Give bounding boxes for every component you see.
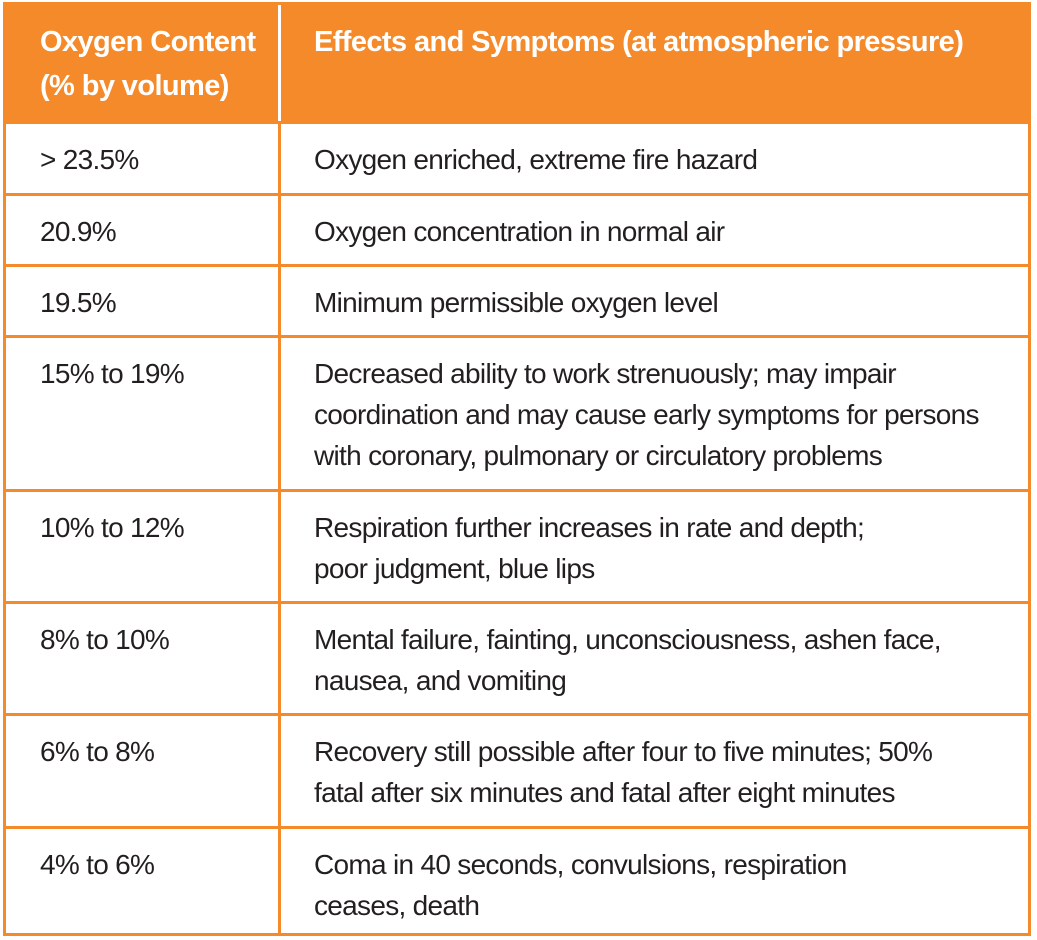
oxygen-content-value: 4% to 6% (40, 849, 155, 880)
effects-cell: Oxygen concentration in normal air (281, 196, 1028, 264)
table-header: Oxygen Content (% by volume) Effects and… (6, 5, 1028, 121)
effects-text: Mental failure, fainting, unconsciousnes… (314, 619, 942, 701)
header-effects: Effects and Symptoms (at atmospheric pre… (281, 5, 1028, 121)
table-row: 4% to 6% Coma in 40 seconds, convulsions… (6, 826, 1028, 933)
column-divider (278, 604, 281, 713)
oxygen-content-cell: 6% to 8% (6, 716, 278, 826)
effects-text: Minimum permissible oxygen level (314, 282, 719, 323)
table-row: 15% to 19% Decreased ability to work str… (6, 335, 1028, 489)
header-oxygen-content-line2: (% by volume) (40, 70, 229, 102)
effects-cell: Minimum permissible oxygen level (281, 267, 1028, 335)
effects-line: fatal after six minutes and fatal after … (314, 777, 895, 808)
column-divider (278, 338, 281, 489)
effects-line: Oxygen concentration in normal air (314, 216, 725, 247)
oxygen-content-cell: 10% to 12% (6, 492, 278, 601)
effects-line: Decreased ability to work strenuously; m… (314, 358, 897, 389)
effects-text: Oxygen enriched, extreme fire hazard (314, 139, 758, 180)
effects-text: Coma in 40 seconds, convulsions, respira… (314, 844, 847, 926)
effects-cell: Coma in 40 seconds, convulsions, respira… (281, 829, 1028, 933)
effects-cell: Oxygen enriched, extreme fire hazard (281, 124, 1028, 193)
effects-cell: Recovery still possible after four to fi… (281, 716, 1028, 826)
effects-line: ceases, death (314, 890, 480, 921)
column-divider (278, 267, 281, 335)
effects-line: nausea, and vomiting (314, 665, 567, 696)
oxygen-content-cell: 19.5% (6, 267, 278, 335)
header-oxygen-content-label: Oxygen Content (% by volume) (40, 20, 256, 108)
effects-line: Minimum permissible oxygen level (314, 287, 719, 318)
effects-line: with coronary, pulmonary or circulatory … (314, 440, 883, 471)
oxygen-content-cell: 15% to 19% (6, 338, 278, 489)
effects-text: Decreased ability to work strenuously; m… (314, 353, 979, 476)
table-row: 6% to 8% Recovery still possible after f… (6, 713, 1028, 826)
oxygen-content-value: > 23.5% (40, 144, 139, 175)
oxygen-content-value: 19.5% (40, 287, 117, 318)
oxygen-content-value: 20.9% (40, 216, 117, 247)
effects-line: Recovery still possible after four to fi… (314, 736, 933, 767)
effects-text: Oxygen concentration in normal air (314, 211, 725, 252)
effects-cell: Respiration further increases in rate an… (281, 492, 1028, 601)
header-divider (278, 5, 281, 121)
column-divider (278, 196, 281, 264)
oxygen-content-value: 10% to 12% (40, 512, 185, 543)
effects-text: Respiration further increases in rate an… (314, 507, 865, 589)
oxygen-content-cell: 4% to 6% (6, 829, 278, 933)
table-row: 8% to 10% Mental failure, fainting, unco… (6, 601, 1028, 713)
table-row: 20.9% Oxygen concentration in normal air (6, 193, 1028, 264)
column-divider (278, 829, 281, 933)
oxygen-content-cell: > 23.5% (6, 124, 278, 193)
oxygen-effects-table: Oxygen Content (% by volume) Effects and… (3, 2, 1031, 936)
oxygen-content-cell: 8% to 10% (6, 604, 278, 713)
header-oxygen-content: Oxygen Content (% by volume) (6, 5, 278, 121)
effects-cell: Decreased ability to work strenuously; m… (281, 338, 1028, 489)
effects-line: Mental failure, fainting, unconsciousnes… (314, 624, 942, 655)
effects-cell: Mental failure, fainting, unconsciousnes… (281, 604, 1028, 713)
oxygen-content-value: 15% to 19% (40, 358, 185, 389)
column-divider (278, 124, 281, 193)
effects-text: Recovery still possible after four to fi… (314, 731, 933, 813)
table-row: 19.5% Minimum permissible oxygen level (6, 264, 1028, 335)
header-effects-label: Effects and Symptoms (at atmospheric pre… (314, 26, 964, 58)
effects-line: coordination and may cause early symptom… (314, 399, 979, 430)
effects-line: Respiration further increases in rate an… (314, 512, 865, 543)
table-row: 10% to 12% Respiration further increases… (6, 489, 1028, 601)
effects-line: poor judgment, blue lips (314, 553, 595, 584)
column-divider (278, 492, 281, 601)
header-oxygen-content-line1: Oxygen Content (40, 26, 256, 58)
table-row: > 23.5% Oxygen enriched, extreme fire ha… (6, 121, 1028, 193)
oxygen-content-value: 6% to 8% (40, 736, 155, 767)
effects-line: Coma in 40 seconds, convulsions, respira… (314, 849, 847, 880)
column-divider (278, 716, 281, 826)
effects-line: Oxygen enriched, extreme fire hazard (314, 144, 758, 175)
oxygen-content-cell: 20.9% (6, 196, 278, 264)
oxygen-content-value: 8% to 10% (40, 624, 170, 655)
